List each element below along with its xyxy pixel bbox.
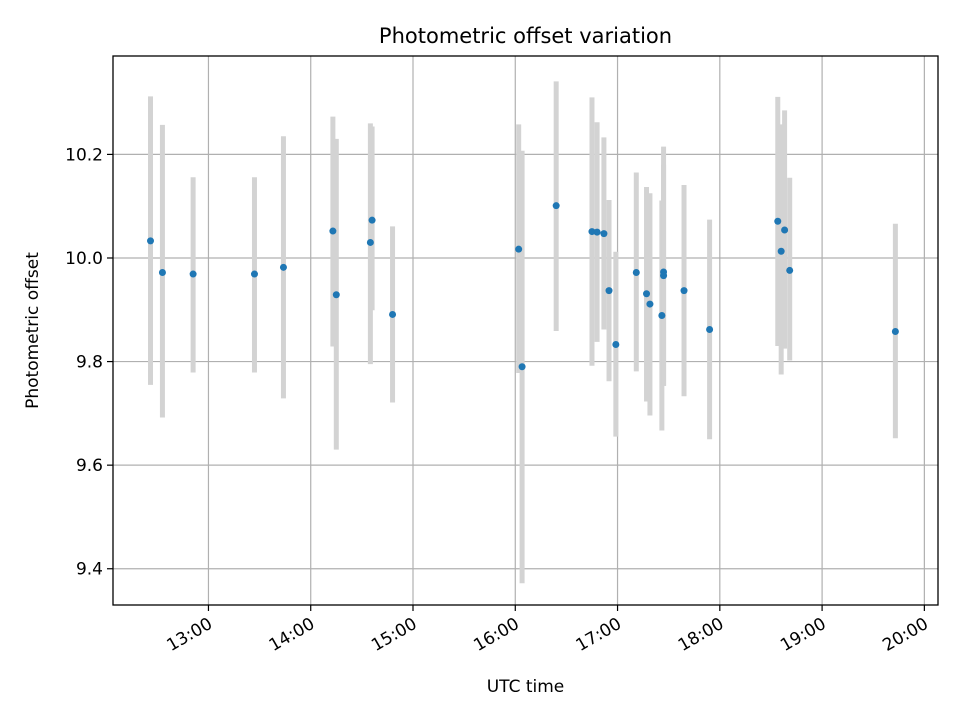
x-axis-ticks: 13:00 14:00 15:00 16:00 17:00 18:00 19:00 20:00 [164,605,932,656]
y-tick-label: 9.6 [76,456,103,476]
x-tick-label: 16:00 [470,614,522,656]
data-point [612,340,620,348]
data-point [368,216,376,224]
data-point [891,328,899,336]
data-point [643,290,651,298]
data-point [147,237,154,245]
x-tick-label: 19:00 [777,614,829,656]
data-point [646,300,654,308]
data-point [660,272,668,280]
data-point [600,230,608,238]
y-tick-label: 9.8 [76,353,103,373]
data-point [593,228,601,236]
grid [113,56,938,605]
data-point [189,270,197,278]
x-tick-label: 13:00 [164,614,216,656]
data-point [786,266,794,274]
data-point [706,325,714,333]
data-point [518,363,526,371]
data-point [332,291,340,299]
data-point [389,310,397,318]
x-tick-label: 15:00 [368,614,420,656]
x-tick-label: 20:00 [879,614,931,656]
chart-title: Photometric offset variation [379,24,672,48]
error-bars [148,81,898,584]
data-point [605,287,613,295]
data-point [329,227,337,235]
data-points [147,202,899,371]
y-tick-label: 9.4 [76,560,103,580]
x-axis-label: UTC time [487,677,565,697]
data-point [250,270,258,278]
y-tick-label: 10.0 [65,249,103,269]
data-point [774,217,782,225]
data-point [588,228,596,236]
data-point [552,202,560,210]
data-point [515,245,523,253]
data-point [279,263,287,271]
x-tick-label: 14:00 [266,614,318,656]
y-tick-label: 10.2 [65,145,103,165]
data-point [777,247,785,255]
x-tick-label: 18:00 [675,614,727,656]
data-point [658,311,666,319]
data-point [632,268,640,276]
x-tick-label: 17:00 [573,614,625,656]
data-point [158,268,166,276]
data-point [781,226,789,234]
data-point [680,287,688,295]
data-point [366,238,374,246]
y-axis-label: Photometric offset [23,252,43,409]
y-axis-ticks: 9.4 9.6 9.8 10.0 10.2 [65,145,113,580]
plot-frame [112,55,939,606]
